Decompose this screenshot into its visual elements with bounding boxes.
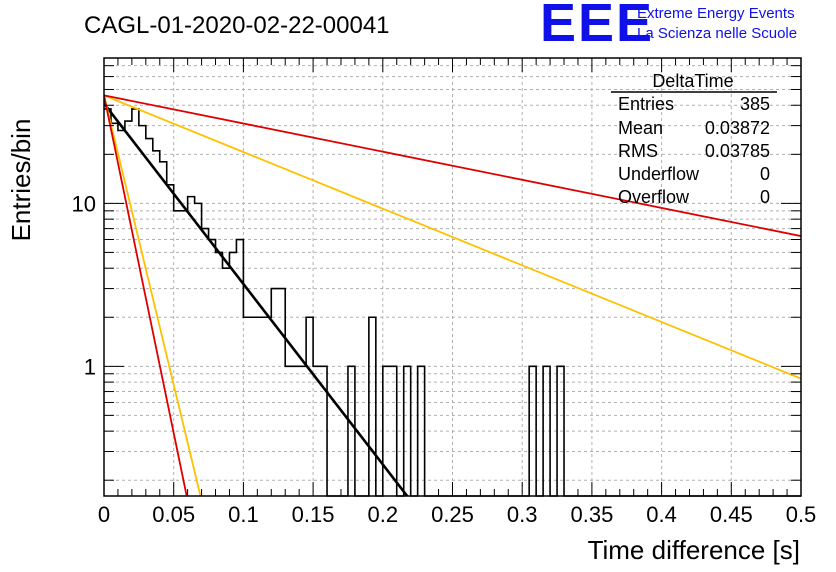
- logo-line-1: Extreme Energy Events: [637, 5, 795, 22]
- stats-label-underflow: Underflow: [618, 164, 700, 184]
- y-tick-label: 10: [72, 191, 96, 216]
- fit-line-3: [104, 95, 202, 496]
- fit-line-2: [104, 94, 801, 380]
- fit-line-4: [104, 94, 801, 237]
- histogram-bin: [139, 126, 146, 496]
- histogram-bin: [306, 317, 313, 496]
- stats-value-rms: 0.03785: [705, 141, 770, 161]
- x-tick-label: 0.4: [646, 502, 677, 527]
- histogram-bin: [264, 317, 271, 496]
- fit-lines: [104, 94, 801, 496]
- stats-label-mean: Mean: [618, 118, 663, 138]
- y-tick-label: 1: [84, 354, 96, 379]
- stats-value-mean: 0.03872: [705, 118, 770, 138]
- histogram-bin: [278, 289, 285, 496]
- stats-label-overflow: Overflow: [618, 187, 690, 207]
- y-tick-labels: 1 10: [72, 191, 96, 379]
- x-tick-label: 0.15: [292, 502, 335, 527]
- stats-value-underflow: 0: [760, 164, 770, 184]
- x-tick-label: 0.1: [228, 502, 259, 527]
- histogram-bin: [202, 229, 209, 496]
- x-axis-label: Time difference [s]: [588, 535, 800, 565]
- fit-line-5: [104, 95, 188, 496]
- histogram-bin: [125, 121, 132, 496]
- histogram-bin: [111, 123, 118, 496]
- eee-logo: EEE Extreme Energy Events La Scienza nel…: [540, 0, 797, 53]
- logo-mark: EEE: [540, 0, 654, 53]
- fit-line-1: [104, 102, 409, 496]
- logo-line-2: La Scienza nelle Scuole: [637, 25, 797, 42]
- x-tick-label: 0.2: [368, 502, 399, 527]
- stats-value-overflow: 0: [760, 187, 770, 207]
- x-tick-label: 0.25: [431, 502, 474, 527]
- grid-lines: [104, 58, 801, 496]
- stats-title: DeltaTime: [652, 71, 733, 91]
- histogram-bin: [209, 240, 216, 496]
- histogram-bin: [167, 185, 174, 496]
- x-tick-label: 0.3: [507, 502, 538, 527]
- histogram-bin: [181, 211, 188, 496]
- stats-box: DeltaTime Entries 385 Mean 0.03872 RMS 0…: [611, 71, 777, 207]
- x-tick-labels: 0 0.05 0.1 0.15 0.2 0.25 0.3 0.35 0.4 0.45 0.5: [98, 502, 816, 527]
- histogram-bin: [118, 131, 125, 496]
- x-tick-label: 0: [98, 502, 110, 527]
- y-axis-label: Entries/bin: [6, 119, 36, 242]
- x-tick-label: 0.35: [570, 502, 613, 527]
- histogram-bin: [257, 317, 264, 496]
- histogram-bin: [250, 317, 257, 496]
- histogram-bin: [132, 109, 139, 496]
- histogram-bin: [104, 109, 111, 496]
- stats-label-rms: RMS: [618, 141, 658, 161]
- chart-title: CAGL-01-2020-02-22-00041: [84, 12, 390, 39]
- histogram-bin: [195, 203, 202, 496]
- x-tick-label: 0.5: [786, 502, 817, 527]
- stats-value-entries: 385: [740, 94, 770, 114]
- axis-ticks: [103, 58, 802, 496]
- histogram-bin: [243, 317, 250, 496]
- histogram-bin: [369, 317, 376, 496]
- x-tick-label: 0.05: [152, 502, 195, 527]
- stats-label-entries: Entries: [618, 94, 674, 114]
- x-tick-label: 0.45: [710, 502, 753, 527]
